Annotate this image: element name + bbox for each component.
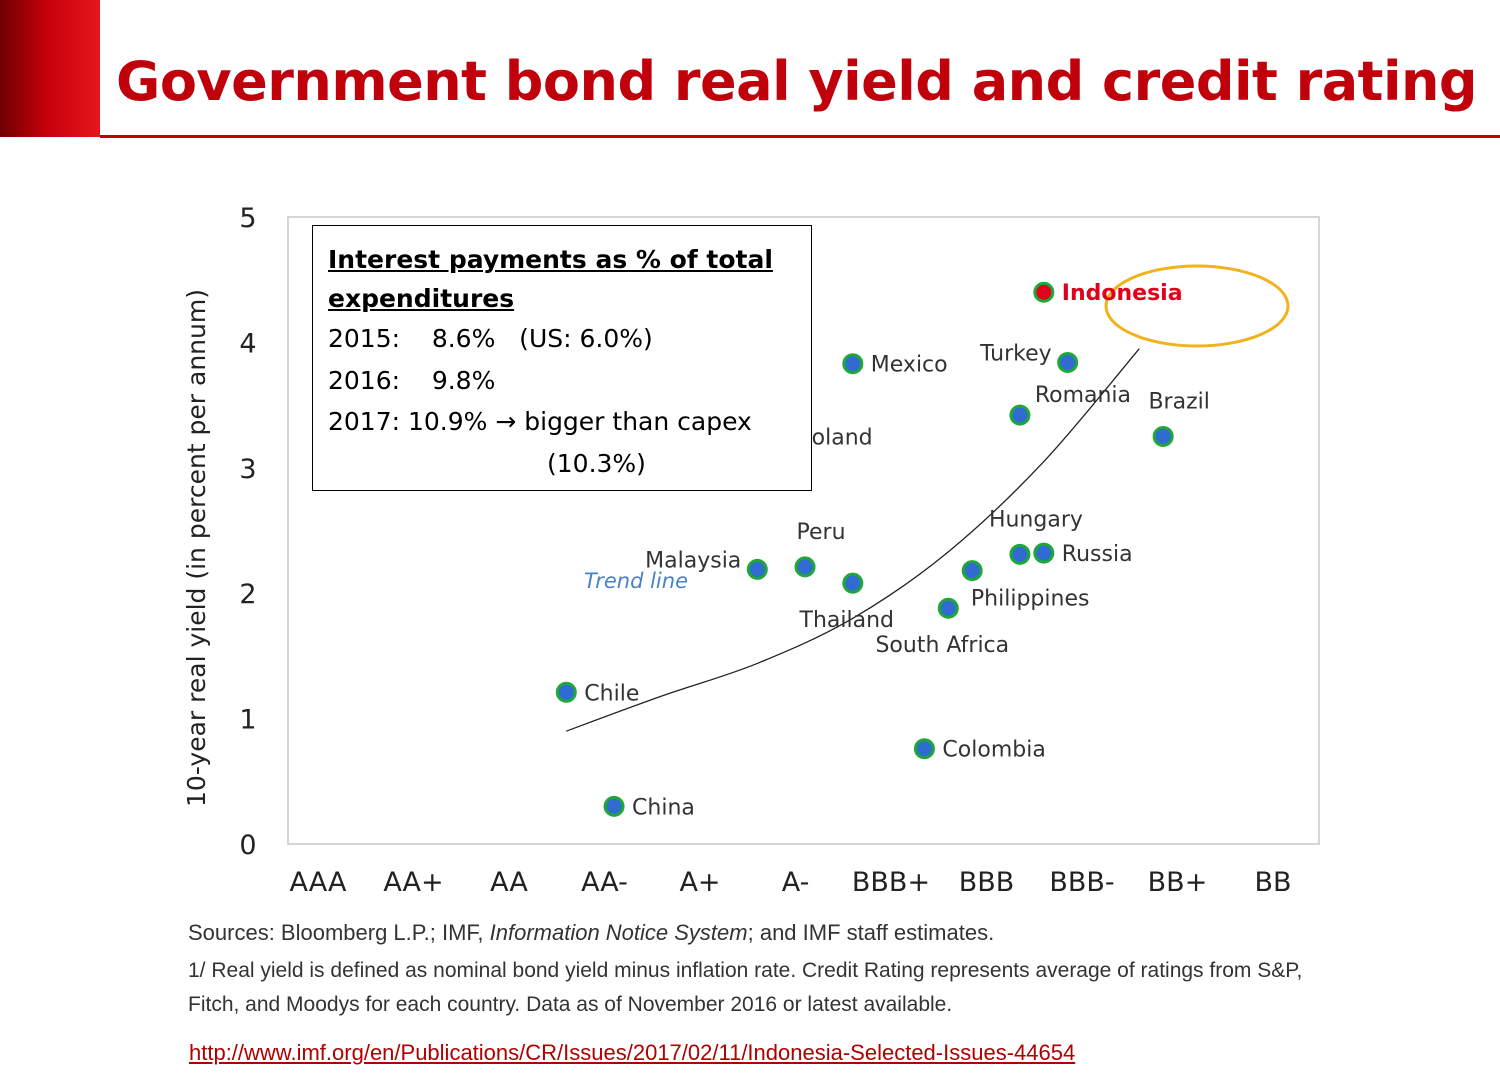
x-tick-label: A- [782, 867, 810, 898]
point-label-china: China [632, 795, 695, 820]
x-tick-label: BBB+ [852, 867, 930, 898]
y-tick-label: 4 [239, 328, 256, 359]
point-turkey [1057, 351, 1079, 373]
point-label-peru: Peru [797, 520, 846, 545]
point-chile [555, 681, 577, 703]
point-label-hungary: Hungary [989, 507, 1083, 532]
point-south-africa [937, 597, 959, 619]
interest-payments-heading: Interest payments as % of total expendit… [328, 245, 773, 313]
x-tick-label: BB [1254, 867, 1291, 898]
point-label-indonesia: Indonesia [1062, 281, 1183, 306]
point-philippines [961, 560, 983, 582]
capex-value-line: (10.3%) [547, 448, 646, 478]
interest-2017-line: 2017: 10.9% → bigger than capex [328, 407, 752, 436]
point-label-brazil: Brazil [1148, 389, 1209, 414]
y-tick-label: 5 [239, 203, 256, 234]
point-label-colombia: Colombia [942, 738, 1045, 763]
page-title: Government bond real yield and credit ra… [116, 50, 1478, 113]
trend-line-label: Trend line [584, 569, 688, 593]
point-mexico [842, 353, 864, 375]
y-tick-label: 2 [239, 579, 256, 610]
interest-2015-line: 2015: 8.6% (US: 6.0%) [328, 324, 653, 353]
point-colombia [913, 738, 935, 760]
point-indonesia [1033, 281, 1055, 303]
y-tick-label: 3 [239, 454, 256, 485]
x-tick-label: BBB [959, 867, 1015, 898]
point-hungary [1009, 543, 1031, 565]
sources-note: Sources: Bloomberg L.P.; IMF, Informatio… [188, 920, 995, 945]
point-malaysia [746, 558, 768, 580]
point-china [603, 795, 625, 817]
point-peru [794, 556, 816, 578]
interest-payments-box: Interest payments as % of total expendit… [312, 225, 812, 491]
x-tick-label: BB+ [1148, 867, 1208, 898]
x-tick-label: A+ [679, 867, 720, 898]
definition-note: 1/ Real yield is defined as nominal bond… [188, 959, 1303, 1016]
footnotes: Sources: Bloomberg L.P.; IMF, Informatio… [188, 920, 1338, 1022]
point-romania [1009, 404, 1031, 426]
x-tick-label: BBB- [1049, 867, 1114, 898]
interest-2016-line: 2016: 9.8% [328, 365, 496, 395]
source-link[interactable]: http://www.imf.org/en/Publications/CR/Is… [189, 1040, 1076, 1065]
point-label-mexico: Mexico [871, 353, 948, 378]
point-russia [1033, 542, 1055, 564]
point-label-malaysia: Malaysia [645, 548, 741, 573]
title-underline [100, 135, 1500, 138]
x-tick-label: AA [490, 867, 528, 898]
x-tick-label: AAA [290, 867, 347, 898]
point-brazil [1152, 425, 1174, 447]
point-label-russia: Russia [1062, 542, 1133, 567]
y-tick-label: 0 [239, 830, 256, 861]
x-tick-label: AA- [581, 867, 628, 898]
point-label-turkey: Turkey [979, 341, 1052, 366]
point-label-philippines: Philippines [971, 587, 1090, 612]
point-label-south-africa: South Africa [875, 633, 1009, 658]
point-label-romania: Romania [1035, 383, 1131, 408]
title-accent-bar [0, 0, 100, 137]
x-tick-label: AA+ [383, 867, 443, 898]
trend-line [566, 348, 1140, 732]
y-tick-label: 1 [239, 705, 256, 736]
point-thailand [842, 572, 864, 594]
point-label-chile: Chile [584, 681, 639, 706]
y-axis-label: 10-year real yield (in percent per annum… [182, 289, 211, 807]
indonesia-highlight-ring [1104, 264, 1290, 348]
point-label-thailand: Thailand [799, 608, 894, 633]
